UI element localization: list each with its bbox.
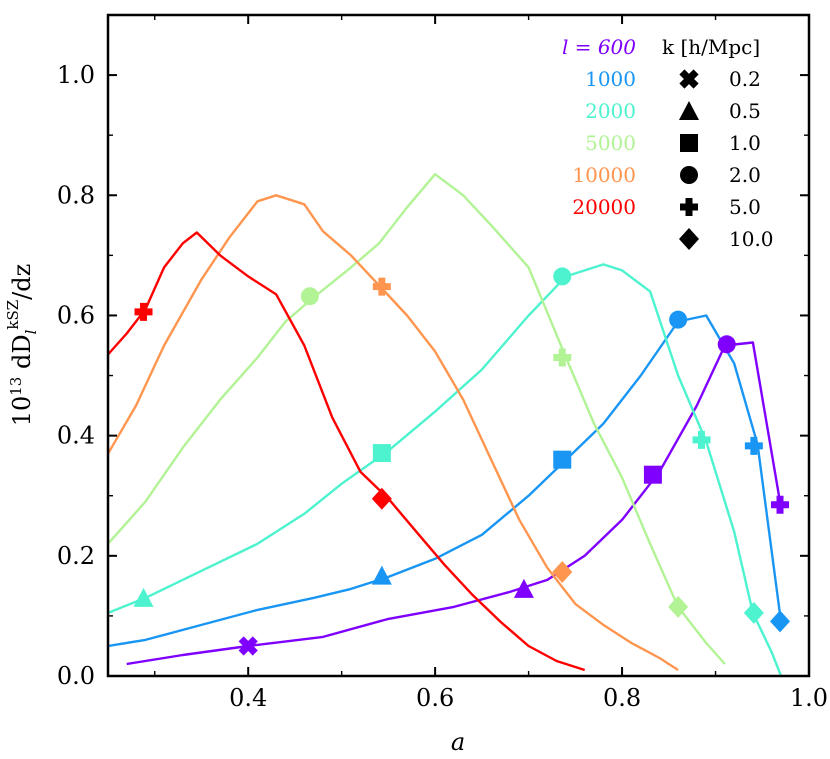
marker-l10000-k5.0 — [372, 277, 391, 296]
series-line-1000 — [107, 314, 783, 648]
legend-k-title: k [h/Mpc] — [662, 35, 760, 59]
series-line-20000 — [107, 231, 586, 672]
marker-l2000-k1.0 — [372, 444, 391, 463]
legend-l: l = 600 1000 2000 5000 10000 20000 — [562, 35, 636, 219]
legend-k-marker-10.0 — [679, 228, 699, 250]
legend-l-entry: 20000 — [572, 195, 636, 219]
x-axis-label: a — [451, 728, 465, 756]
series-line-10000 — [106, 194, 679, 672]
plot-frame — [106, 13, 811, 678]
y-label-exp: 13 — [7, 377, 25, 396]
legend-k: k [h/Mpc] 0.2 0.5 1.0 2.0 5.0 10.0 — [662, 35, 774, 251]
x-tick-label: 0.8 — [603, 684, 641, 712]
y-label-prefix: 10 — [8, 396, 36, 427]
legend-k-value: 0.5 — [729, 99, 761, 123]
marker-l5000-k10.0 — [668, 595, 689, 618]
marker-l600-k0.2-shape — [238, 636, 258, 656]
marker-l5000-k2.0 — [300, 287, 319, 306]
marker-l1000-k2.0 — [669, 310, 688, 329]
legend-k-value: 1.0 — [729, 131, 761, 155]
y-tick-label: 0.4 — [57, 422, 95, 450]
legend-l-entry: 1000 — [585, 67, 636, 91]
marker-l600-k2.0 — [717, 335, 736, 354]
marker-l2000-k10.0 — [743, 601, 764, 624]
legend-k-value: 5.0 — [729, 195, 761, 219]
legend-k-markers — [679, 69, 699, 250]
marker-l1000-k1.0 — [553, 450, 572, 469]
y-label-sup: kSZ — [4, 300, 22, 330]
marker-l600-k0.5 — [513, 578, 534, 598]
x-tick-label: 0.6 — [416, 684, 454, 712]
marker-l1000-k10.0 — [770, 610, 791, 633]
x-tick-label: 1.0 — [790, 684, 828, 712]
legend-l-entry: 10000 — [572, 163, 636, 187]
y-tick-label: 0.2 — [57, 542, 95, 570]
legend-k-value: 10.0 — [729, 227, 774, 251]
legend-k-marker-0.2-shape — [679, 69, 699, 89]
marker-layer — [133, 267, 791, 656]
legend-l-entry: 2000 — [585, 99, 636, 123]
y-tick-label: 0.8 — [57, 181, 95, 209]
legend-k-marker-1.0 — [680, 134, 698, 152]
series-layer — [106, 172, 783, 677]
marker-l5000-k5.0 — [553, 348, 572, 367]
marker-l1000-k5.0 — [744, 436, 763, 455]
legend-k-marker-0.5 — [679, 101, 699, 120]
marker-l600-k1.0 — [643, 465, 662, 484]
marker-l20000-k10.0 — [371, 487, 392, 510]
legend-l-entry: l = 600 — [562, 35, 636, 59]
legend-k-value: 2.0 — [729, 163, 761, 187]
y-tick-label: 0.0 — [57, 662, 95, 690]
legend-l-entry: 5000 — [585, 131, 636, 155]
svg-text:1013 dDlkSZ/dz: 1013 dDlkSZ/dz — [4, 264, 40, 427]
marker-l10000-k10.0 — [552, 561, 573, 584]
ticks-layer: 0.4 0.6 0.8 1.0 0.0 0.2 0.4 0.6 0.8 1.0 — [57, 14, 828, 712]
series-line-2000 — [107, 263, 783, 677]
legend-k-marker-5.0 — [680, 198, 698, 216]
marker-l600-k0.2 — [238, 636, 258, 656]
marker-l2000-k5.0 — [692, 430, 711, 449]
y-label-main: dD — [8, 334, 36, 376]
legend-k-value: 0.2 — [729, 67, 761, 91]
series-line-600 — [126, 341, 783, 666]
y-label-tail: /dz — [8, 264, 36, 300]
marker-l2000-k0.5 — [133, 587, 154, 607]
y-axis-label: 1013 dDlkSZ/dz — [4, 264, 40, 427]
x-tick-label: 0.4 — [229, 684, 267, 712]
marker-l2000-k2.0 — [553, 267, 572, 286]
marker-l600-k5.0 — [771, 495, 790, 514]
y-tick-label: 1.0 — [57, 61, 95, 89]
legend-k-marker-0.2 — [679, 69, 699, 89]
y-tick-label: 0.6 — [57, 301, 95, 329]
marker-l1000-k0.5 — [371, 565, 392, 585]
y-label-sub: l — [22, 329, 40, 334]
legend-k-marker-2.0 — [680, 166, 698, 184]
marker-l20000-k5.0 — [134, 302, 153, 321]
series-line-5000 — [107, 172, 726, 665]
